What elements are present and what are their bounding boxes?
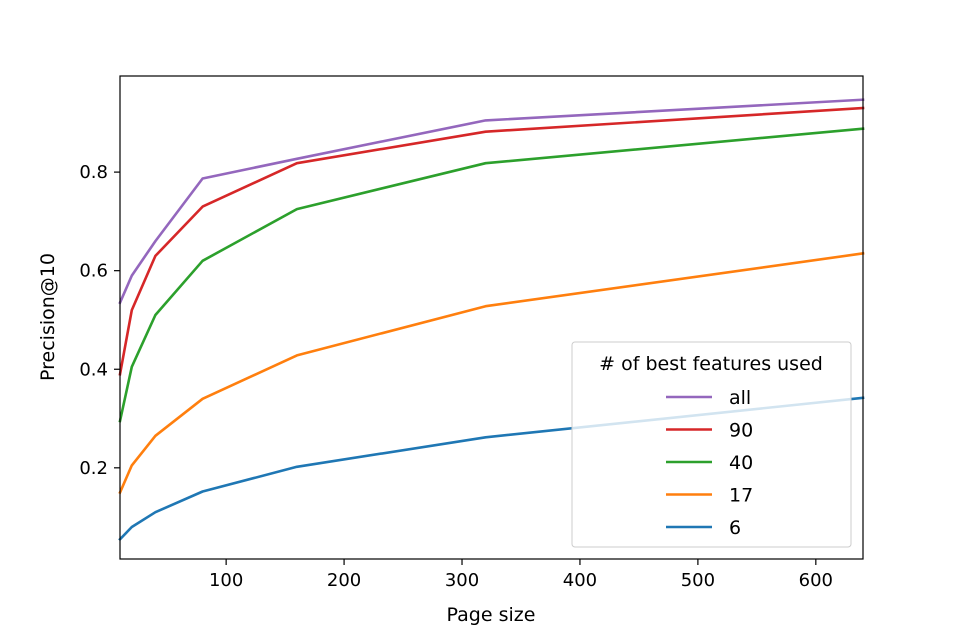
y-axis-label: Precision@10 bbox=[37, 253, 59, 381]
legend-label-90: 90 bbox=[729, 420, 753, 442]
legend-label-40: 40 bbox=[729, 452, 753, 474]
legend-title: # of best features used bbox=[599, 353, 823, 375]
legend-box bbox=[571, 341, 852, 548]
legend: # of best features used all 90 40 17 6 bbox=[571, 341, 852, 548]
y-tick-label: 0.6 bbox=[79, 261, 108, 282]
series-line-17 bbox=[118, 251, 865, 495]
legend-label-17: 17 bbox=[729, 485, 753, 507]
y-tick-label: 0.2 bbox=[79, 458, 108, 479]
x-tick-label: 200 bbox=[327, 570, 361, 591]
x-tick-label: 300 bbox=[445, 570, 479, 591]
y-tick-label: 0.8 bbox=[79, 162, 108, 183]
y-tick-label: 0.4 bbox=[79, 359, 108, 380]
series-line-all bbox=[118, 98, 865, 305]
legend-label-all: all bbox=[729, 387, 751, 409]
series-line-90 bbox=[118, 106, 865, 376]
x-axis: 100 200 300 400 500 600 bbox=[209, 559, 833, 591]
x-tick-label: 400 bbox=[563, 570, 597, 591]
series-line-6 bbox=[118, 396, 865, 542]
y-axis: 0.2 0.4 0.6 0.8 bbox=[79, 162, 120, 479]
x-tick-label: 100 bbox=[209, 570, 243, 591]
legend-entries: all 90 40 17 6 bbox=[666, 387, 753, 539]
series-layer bbox=[118, 98, 865, 542]
series-line-40 bbox=[118, 127, 865, 423]
x-axis-label: Page size bbox=[447, 604, 536, 626]
plot-area-frame bbox=[119, 75, 864, 560]
legend-label-6: 6 bbox=[729, 517, 741, 539]
x-tick-label: 500 bbox=[681, 570, 715, 591]
x-tick-label: 600 bbox=[799, 570, 833, 591]
